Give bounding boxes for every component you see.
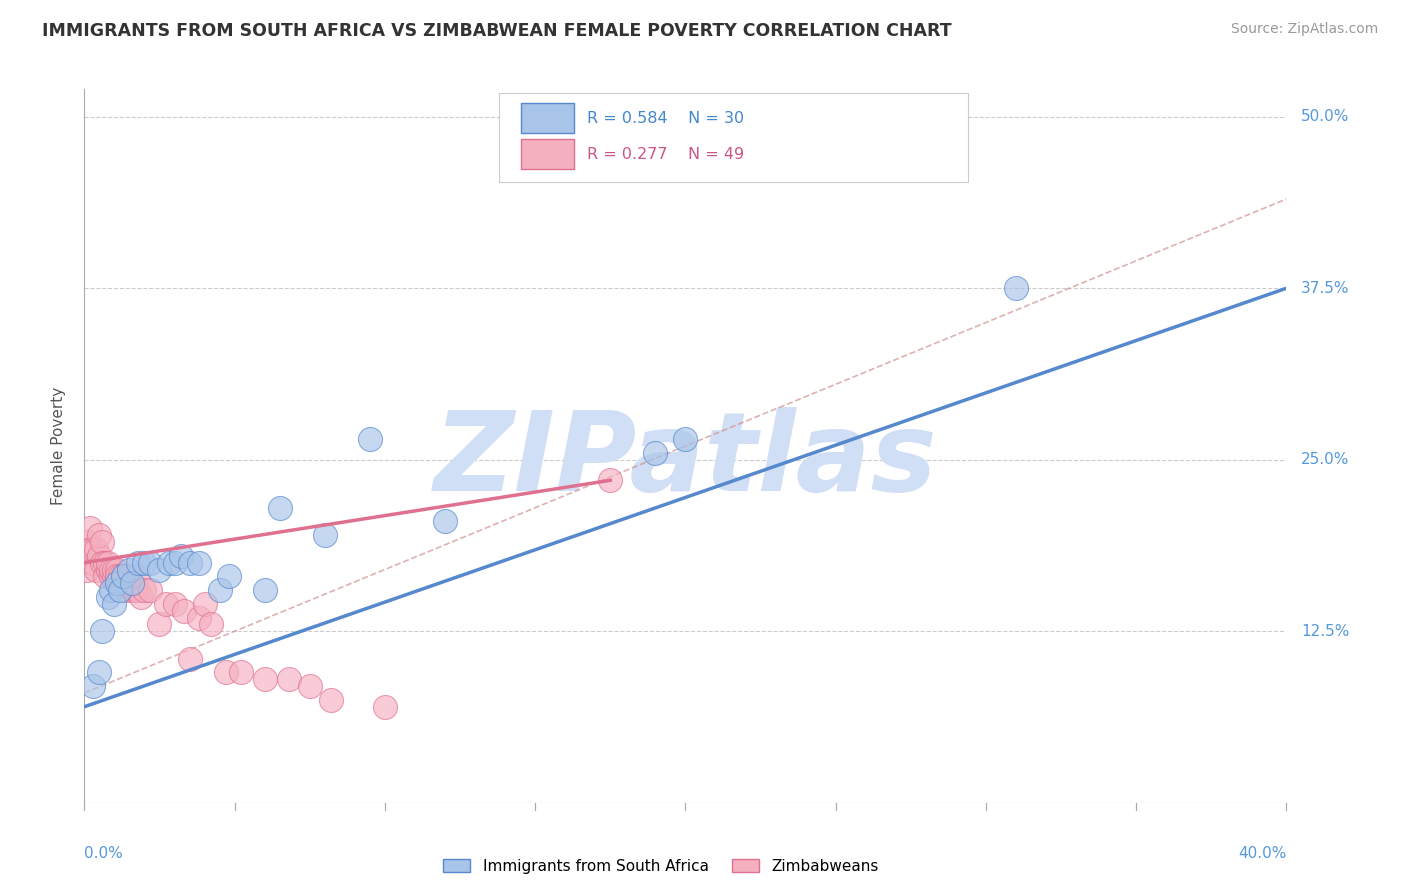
Text: R = 0.584    N = 30: R = 0.584 N = 30 xyxy=(586,111,744,126)
Point xyxy=(200,617,222,632)
Point xyxy=(76,535,98,549)
Point xyxy=(76,562,98,576)
Point xyxy=(148,617,170,632)
Point xyxy=(100,569,122,583)
Point xyxy=(112,569,135,583)
Point xyxy=(121,583,143,598)
Point xyxy=(134,556,156,570)
Point xyxy=(131,590,153,604)
Text: 37.5%: 37.5% xyxy=(1301,281,1350,295)
Point xyxy=(115,583,138,598)
Point xyxy=(359,432,381,446)
Point xyxy=(218,569,240,583)
Point xyxy=(91,556,114,570)
Point xyxy=(148,562,170,576)
Point xyxy=(97,556,120,570)
Point xyxy=(139,556,162,570)
Point xyxy=(118,569,141,583)
Point xyxy=(100,562,122,576)
Point xyxy=(107,562,129,576)
Point xyxy=(163,556,186,570)
Point xyxy=(139,583,162,598)
Point xyxy=(253,673,276,687)
Point xyxy=(94,569,117,583)
Point xyxy=(229,665,252,680)
Point xyxy=(107,569,129,583)
Point xyxy=(163,597,186,611)
Point xyxy=(91,535,114,549)
Point xyxy=(1005,281,1028,295)
Legend: Immigrants from South Africa, Zimbabweans: Immigrants from South Africa, Zimbabwean… xyxy=(437,853,884,880)
Point xyxy=(86,541,108,556)
Point xyxy=(89,549,111,563)
Point xyxy=(97,590,120,604)
Point xyxy=(103,597,125,611)
Point xyxy=(298,679,321,693)
Point xyxy=(277,673,299,687)
Point xyxy=(89,665,111,680)
Point xyxy=(89,528,111,542)
Point xyxy=(127,556,149,570)
Point xyxy=(599,473,621,487)
Text: R = 0.277    N = 49: R = 0.277 N = 49 xyxy=(586,146,744,161)
Point xyxy=(134,583,156,598)
Text: 12.5%: 12.5% xyxy=(1301,624,1350,639)
Text: Source: ZipAtlas.com: Source: ZipAtlas.com xyxy=(1230,22,1378,37)
Point xyxy=(374,699,396,714)
FancyBboxPatch shape xyxy=(499,93,967,182)
Point xyxy=(110,569,132,583)
Point xyxy=(112,569,135,583)
Point xyxy=(253,583,276,598)
Text: ZIPatlas: ZIPatlas xyxy=(433,407,938,514)
Point xyxy=(434,515,457,529)
Point xyxy=(82,679,104,693)
Point xyxy=(94,556,117,570)
FancyBboxPatch shape xyxy=(520,103,574,134)
Point xyxy=(97,562,120,576)
Point xyxy=(269,500,291,515)
Point xyxy=(79,541,101,556)
Text: 50.0%: 50.0% xyxy=(1301,109,1350,124)
Text: 0.0%: 0.0% xyxy=(84,846,124,861)
Point xyxy=(214,665,236,680)
Point xyxy=(91,624,114,639)
FancyBboxPatch shape xyxy=(520,139,574,169)
Point xyxy=(79,521,101,535)
Point xyxy=(155,597,177,611)
Point xyxy=(319,693,342,707)
Point xyxy=(173,604,195,618)
Point xyxy=(118,562,141,576)
Point xyxy=(127,569,149,583)
Point xyxy=(100,583,122,598)
Point xyxy=(208,583,231,598)
Point xyxy=(194,597,217,611)
Point xyxy=(644,446,666,460)
Point xyxy=(187,610,209,624)
Point xyxy=(169,549,191,563)
Point xyxy=(127,583,149,598)
Point xyxy=(110,583,132,598)
Point xyxy=(107,576,129,591)
Point xyxy=(157,556,180,570)
Point xyxy=(86,562,108,576)
Point xyxy=(187,556,209,570)
Text: 40.0%: 40.0% xyxy=(1239,846,1286,861)
Point xyxy=(103,562,125,576)
Text: IMMIGRANTS FROM SOUTH AFRICA VS ZIMBABWEAN FEMALE POVERTY CORRELATION CHART: IMMIGRANTS FROM SOUTH AFRICA VS ZIMBABWE… xyxy=(42,22,952,40)
Point xyxy=(675,432,697,446)
Point xyxy=(82,556,104,570)
Point xyxy=(179,556,201,570)
Point xyxy=(121,576,143,591)
Y-axis label: Female Poverty: Female Poverty xyxy=(51,387,66,505)
Text: 25.0%: 25.0% xyxy=(1301,452,1350,467)
Point xyxy=(103,569,125,583)
Point xyxy=(82,541,104,556)
Point xyxy=(124,583,146,598)
Point xyxy=(314,528,336,542)
Point xyxy=(179,651,201,665)
